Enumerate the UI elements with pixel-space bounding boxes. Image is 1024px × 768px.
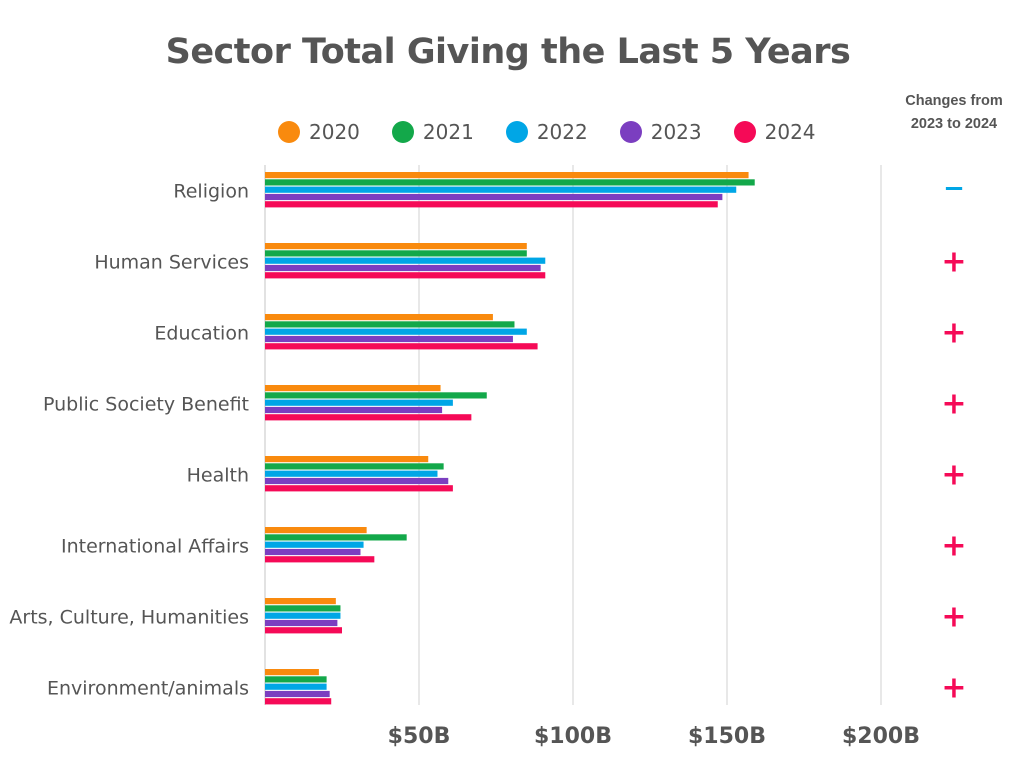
legend-item-2022: 2022 — [505, 120, 588, 144]
bar — [265, 456, 429, 463]
legend-item-2023: 2023 — [619, 120, 702, 144]
bar — [265, 676, 327, 683]
bar — [265, 392, 487, 399]
bar — [265, 698, 332, 705]
bar — [265, 605, 341, 612]
category-label: Environment/animals — [47, 677, 249, 699]
bar — [265, 627, 342, 634]
bar — [265, 172, 749, 179]
bar — [265, 527, 367, 534]
bar — [265, 406, 443, 414]
bar — [265, 186, 737, 193]
legend-swatch — [619, 121, 642, 143]
bar — [265, 343, 538, 350]
plus-icon: + — [941, 599, 966, 634]
category-label: Human Services — [94, 251, 249, 273]
plus-icon: + — [941, 528, 966, 563]
bar — [265, 399, 453, 406]
legend-label: 2020 — [309, 120, 360, 144]
legend-swatch — [505, 121, 528, 143]
bar — [265, 314, 493, 321]
bar — [265, 193, 723, 201]
bar — [265, 548, 361, 556]
bar — [265, 328, 527, 335]
changes-header-line1: Changes from — [905, 93, 1003, 109]
changes-header: Changes from 2023 to 2024 — [888, 90, 1020, 136]
bar — [265, 690, 330, 698]
bar — [265, 385, 441, 392]
legend-swatch — [391, 121, 414, 143]
x-tick-label: $50B — [388, 724, 451, 749]
legend-item-2021: 2021 — [391, 120, 474, 144]
bar — [265, 243, 527, 250]
bar — [265, 414, 472, 421]
bar — [265, 272, 546, 279]
category-label: International Affairs — [61, 535, 249, 557]
bar — [265, 321, 515, 328]
x-tick-label: $100B — [534, 724, 612, 749]
legend-label: 2024 — [764, 120, 816, 144]
legend-item-2020: 2020 — [278, 120, 360, 144]
category-label: Arts, Culture, Humanities — [9, 606, 249, 628]
x-tick-label: $150B — [688, 724, 766, 749]
bar — [265, 485, 453, 492]
plus-icon: + — [941, 670, 966, 705]
legend-swatch — [278, 121, 300, 143]
category-label: Religion — [173, 180, 249, 202]
bar — [265, 477, 449, 485]
bar — [265, 264, 541, 272]
legend-label: 2022 — [536, 120, 588, 144]
chart-title: Sector Total Giving the Last 5 Years — [165, 32, 851, 72]
minus-icon: − — [943, 173, 965, 203]
bar — [265, 250, 527, 257]
bar — [265, 335, 513, 343]
bar — [265, 179, 755, 186]
bar — [265, 541, 364, 548]
bar — [265, 257, 546, 264]
plus-icon: + — [941, 244, 966, 279]
legend-label: 2021 — [422, 120, 474, 144]
bar — [265, 683, 327, 690]
legend: 2020 2021 2022 2023 2024 — [278, 118, 848, 146]
bar — [265, 612, 341, 619]
bar — [265, 463, 444, 470]
bar — [265, 669, 319, 676]
bar — [265, 534, 407, 541]
legend-swatch — [733, 121, 756, 143]
legend-label: 2023 — [650, 120, 702, 144]
bar — [265, 556, 375, 563]
plus-icon: + — [941, 386, 966, 421]
bar — [265, 201, 718, 208]
x-tick-label: $200B — [842, 724, 920, 749]
category-label: Education — [154, 322, 249, 344]
changes-header-line2: 2023 to 2024 — [910, 116, 998, 132]
bar — [265, 470, 438, 477]
plus-icon: + — [941, 457, 966, 492]
legend-item-2024: 2024 — [733, 120, 816, 144]
plus-icon: + — [941, 315, 966, 350]
bar — [265, 598, 336, 605]
bar — [265, 619, 338, 627]
category-label: Health — [187, 464, 249, 486]
category-label: Public Society Benefit — [43, 393, 249, 415]
